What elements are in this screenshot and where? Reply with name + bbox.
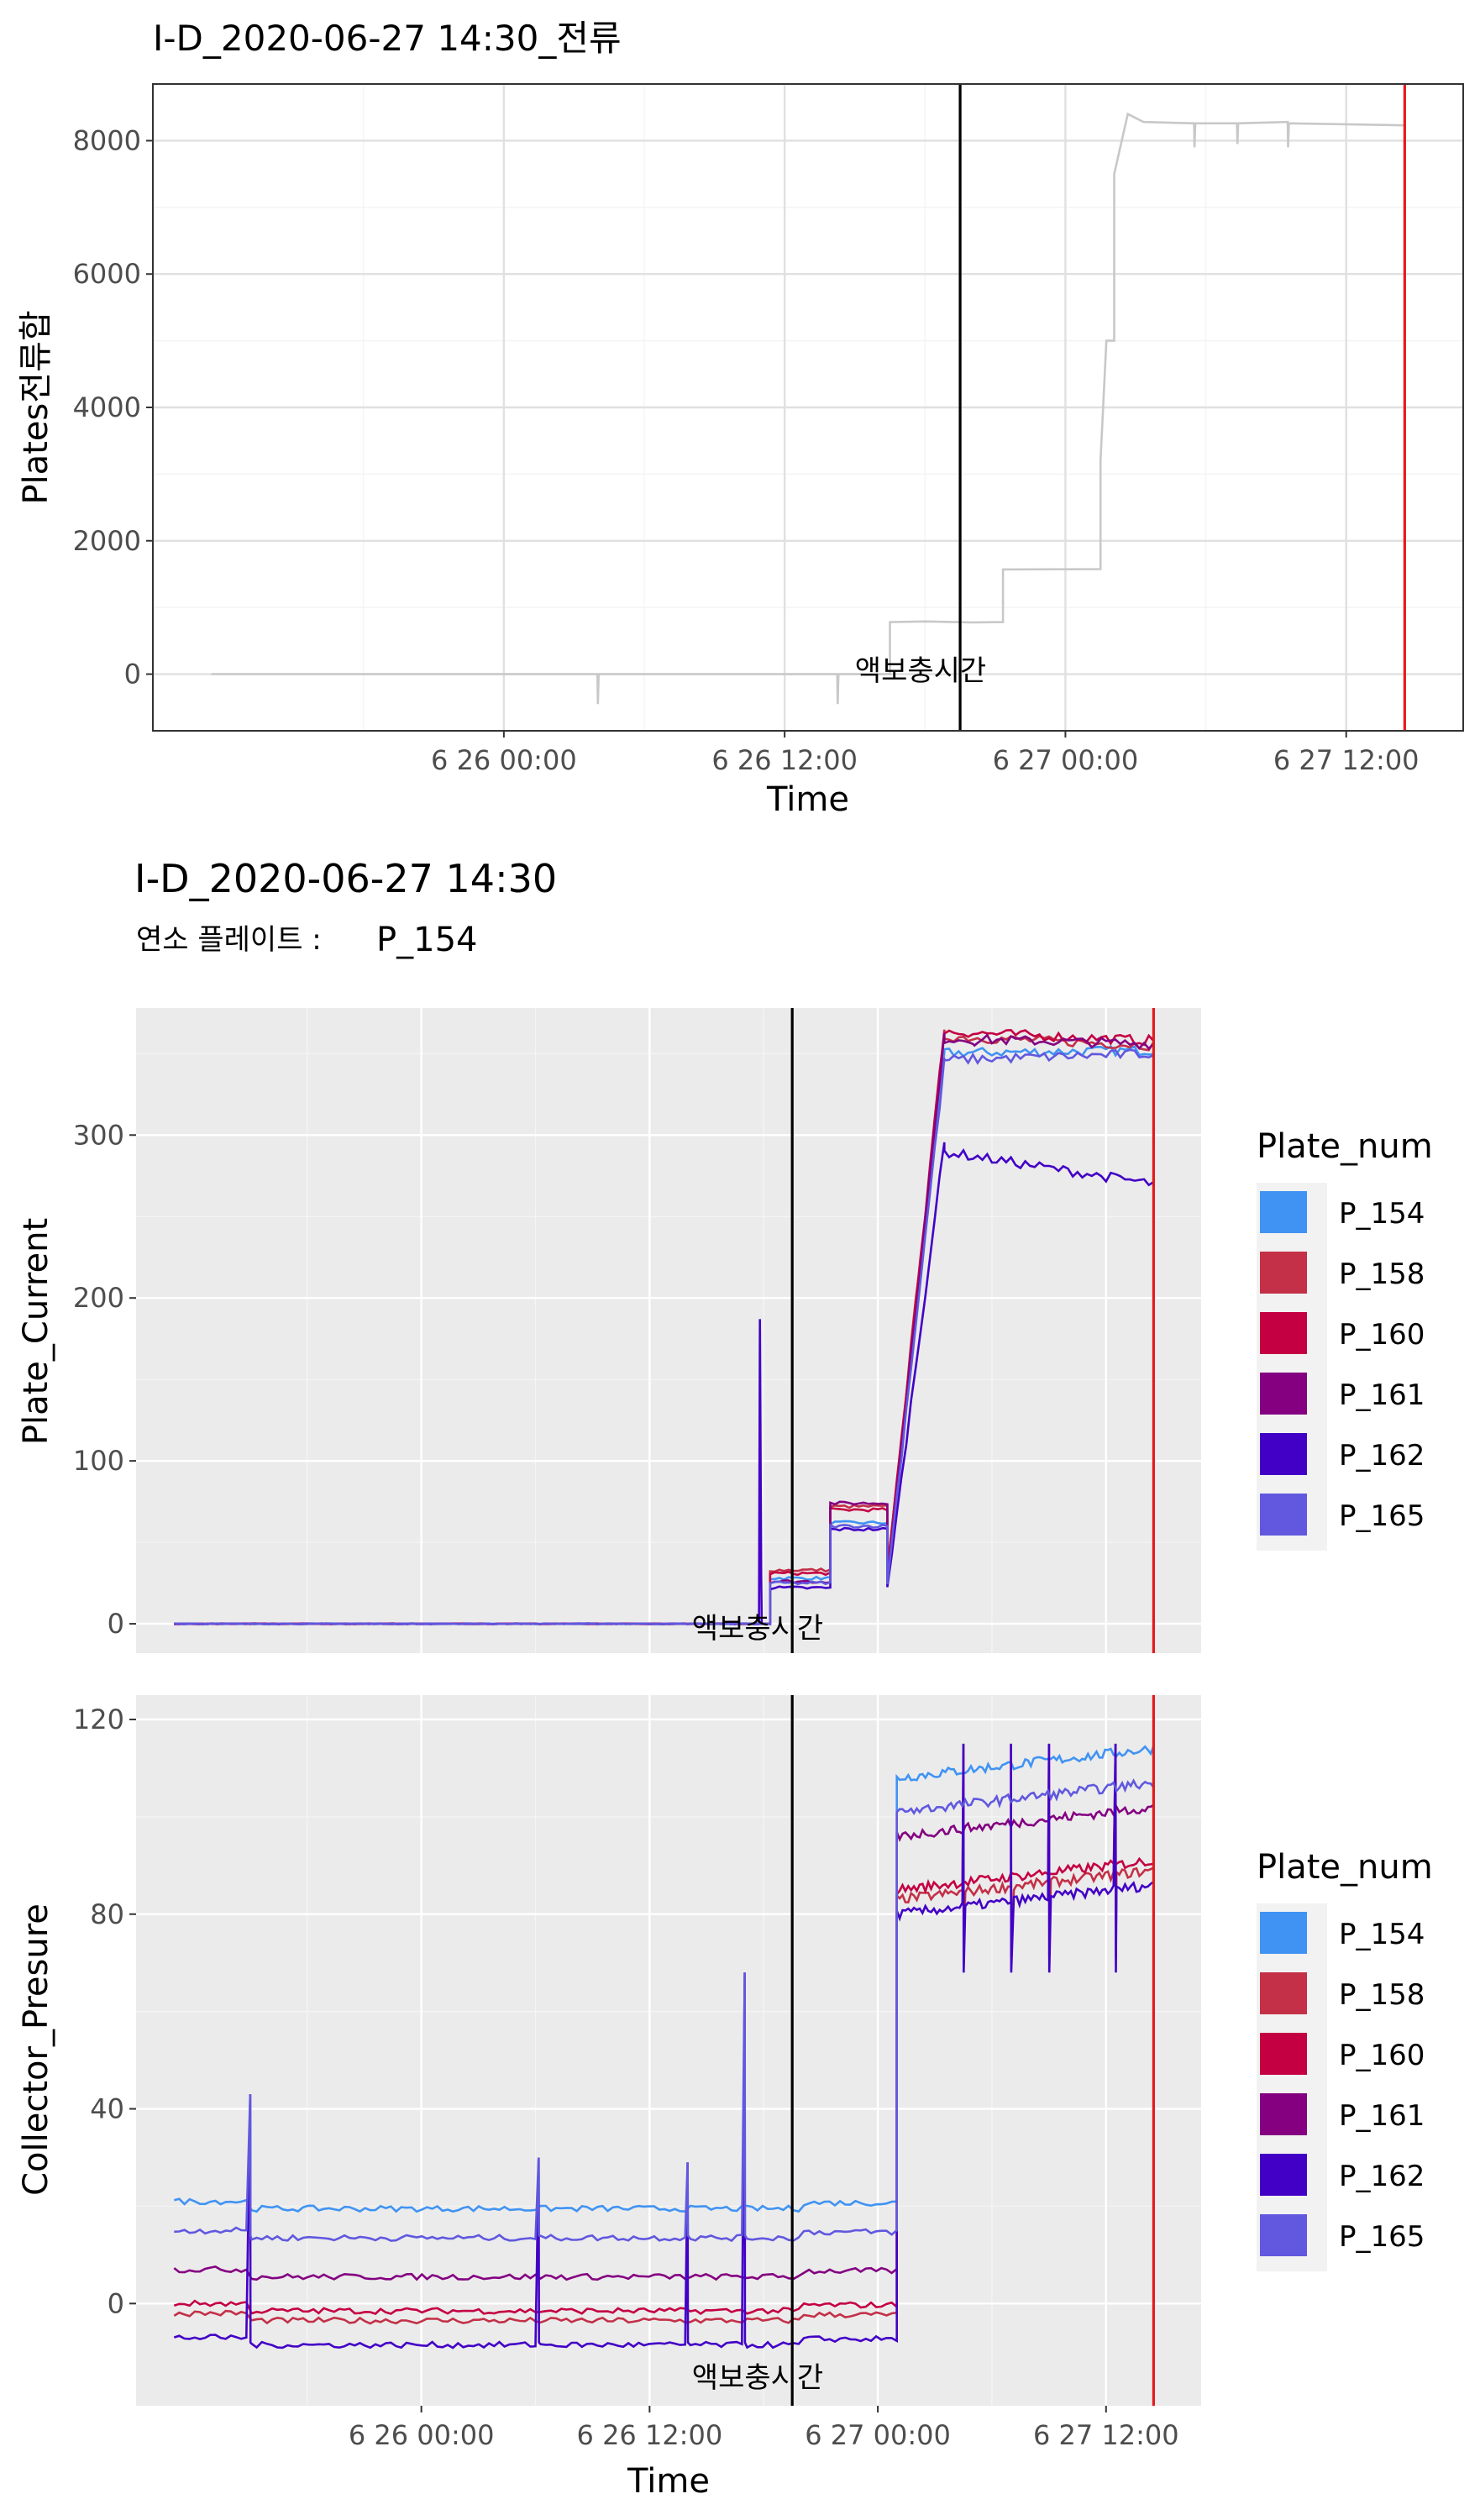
- legend-label-P_160: P_160: [1339, 2039, 1425, 2072]
- x-tick-label: 6 27 00:00: [805, 2419, 951, 2451]
- chart2-y-label: Plate_Current: [17, 1218, 55, 1445]
- legend-key-P_162: [1260, 2154, 1307, 2196]
- chart2-vline-label: 액보충시간: [692, 1612, 823, 1646]
- x-tick-label: 6 27 00:00: [993, 744, 1139, 776]
- chart1-y-label: Plates전류합: [17, 310, 55, 504]
- legend-key-P_154: [1260, 1912, 1307, 1954]
- x-tick-label: 6 27 12:00: [1273, 744, 1420, 776]
- y-tick-label: 2000: [73, 525, 141, 557]
- chart1-title: I-D_2020-06-27 14:30_전류: [153, 18, 622, 59]
- y-tick-label: 200: [73, 1282, 124, 1314]
- legend-label-P_161: P_161: [1339, 1378, 1425, 1412]
- legend-label-P_154: P_154: [1339, 1918, 1425, 1951]
- x-tick-label: 6 26 12:00: [577, 2419, 723, 2451]
- series-line-P_154: [173, 1745, 1155, 2213]
- x-tick-label: 6 26 00:00: [349, 2419, 495, 2451]
- legend-key-P_165: [1260, 2214, 1307, 2256]
- legend-key-P_161: [1260, 2093, 1307, 2135]
- series-line-P_165: [174, 1048, 1154, 1625]
- y-tick-label: 6000: [73, 258, 141, 290]
- legend-label-P_160: P_160: [1339, 1318, 1425, 1352]
- y-tick-label: 80: [90, 1898, 124, 1930]
- series-line-P_162: [173, 1743, 1155, 2349]
- y-tick-label: 100: [73, 1445, 124, 1477]
- y-tick-label: 0: [108, 1608, 124, 1640]
- chart1-panel: [152, 83, 1464, 732]
- x-tick-label: 6 26 12:00: [711, 744, 858, 776]
- legend-label-P_165: P_165: [1339, 1499, 1425, 1533]
- legend-key-P_160: [1260, 2033, 1307, 2075]
- legend-label-P_158: P_158: [1339, 1978, 1425, 2012]
- y-tick-label: 0: [108, 2287, 124, 2319]
- legend-key-P_154: [1260, 1191, 1307, 1233]
- legend-key-background: [1257, 1903, 1327, 2271]
- legend-key-P_158: [1260, 1252, 1307, 1294]
- x-tick-label: 6 26 00:00: [431, 744, 577, 776]
- legend-label-P_162: P_162: [1339, 1439, 1425, 1473]
- chart3-legend: Plate_num P_154 P_158 P_160 P_161 P_162 P_165: [1257, 1848, 1433, 2271]
- series-line-P_165: [174, 1778, 1155, 2243]
- legend-key-background: [1257, 1183, 1327, 1551]
- legend-key-P_165: [1260, 1494, 1307, 1536]
- chart3-panel: [136, 1695, 1201, 2406]
- legend-label-P_161: P_161: [1339, 2099, 1425, 2133]
- y-tick-label: 0: [124, 659, 141, 690]
- chart1-vline-label: 액보충시간: [855, 654, 986, 688]
- chart3-vline-label: 액보충시간: [692, 2361, 823, 2395]
- chart1-x-label: Time: [766, 780, 849, 819]
- chart2-panel: [136, 1008, 1201, 1653]
- legend-key-P_160: [1260, 1312, 1307, 1354]
- legend-label-P_154: P_154: [1339, 1197, 1425, 1231]
- plates-current-sum-line: [211, 112, 1405, 705]
- chart2-title: I-D_2020-06-27 14:30: [134, 856, 557, 901]
- chart2-subtitle-value: P_154: [376, 921, 477, 959]
- series-line-P_161: [173, 1803, 1155, 2281]
- legend-key-P_161: [1260, 1373, 1307, 1415]
- chart2-subtitle-label: 연소 플레이트 :: [136, 923, 322, 957]
- chart3-y-label: Collector_Presure: [17, 1903, 55, 2196]
- chart2-legend: Plate_num P_154 P_158 P_160 P_161 P_162 P_165: [1257, 1127, 1433, 1551]
- legend-label-P_165: P_165: [1339, 2220, 1425, 2254]
- legend-label-P_162: P_162: [1339, 2160, 1425, 2193]
- y-tick-label: 40: [90, 2093, 124, 2125]
- y-tick-label: 4000: [73, 391, 141, 423]
- y-tick-label: 120: [73, 1704, 124, 1735]
- legend-key-P_162: [1260, 1433, 1307, 1475]
- y-tick-label: 8000: [73, 124, 141, 156]
- chart3-legend-title: Plate_num: [1257, 1848, 1433, 1887]
- chart3-x-label: Time: [627, 2462, 710, 2501]
- y-tick-label: 300: [73, 1119, 124, 1151]
- x-tick-label: 6 27 12:00: [1033, 2419, 1179, 2451]
- legend-label-P_158: P_158: [1339, 1257, 1425, 1291]
- series-line-P_160: [173, 1856, 1154, 2315]
- legend-key-P_158: [1260, 1972, 1307, 2014]
- chart2-legend-title: Plate_num: [1257, 1127, 1433, 1166]
